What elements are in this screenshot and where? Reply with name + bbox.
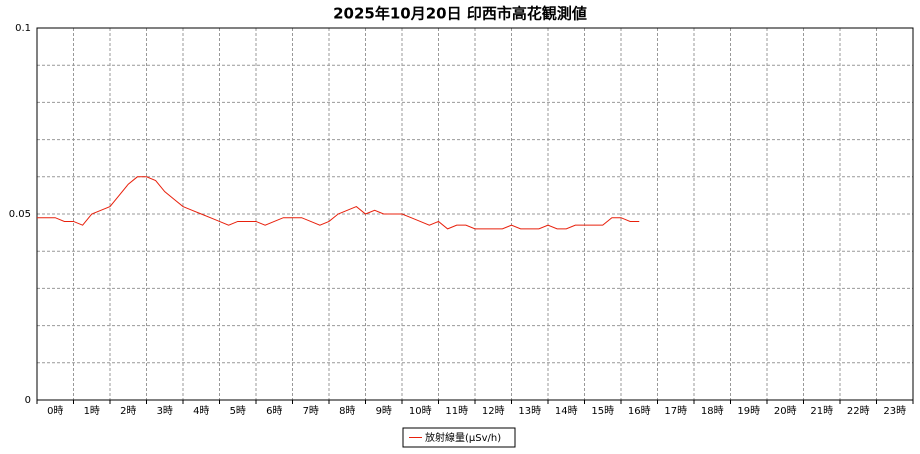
x-tick-label: 14時 bbox=[555, 405, 578, 417]
x-tick-label: 15時 bbox=[591, 405, 614, 417]
chart-title: 2025年10月20日 印西市高花観測値 bbox=[333, 5, 587, 23]
x-tick-label: 9時 bbox=[376, 405, 392, 417]
x-tick-label: 17時 bbox=[664, 405, 687, 417]
x-tick-label: 19時 bbox=[737, 405, 760, 417]
x-tick-label: 3時 bbox=[157, 405, 173, 417]
legend-box bbox=[402, 427, 516, 448]
x-tick-label: 23時 bbox=[883, 405, 906, 417]
x-tick-label: 12時 bbox=[482, 405, 505, 417]
x-tick-label: 6時 bbox=[266, 405, 282, 417]
x-tick-label: 0時 bbox=[47, 405, 63, 417]
x-tick-label: 7時 bbox=[303, 405, 319, 417]
x-tick-label: 10時 bbox=[409, 405, 432, 417]
x-tick-label: 11時 bbox=[445, 405, 468, 417]
data-line bbox=[37, 176, 640, 230]
x-tick-label: 2時 bbox=[120, 405, 136, 417]
x-tick-label: 13時 bbox=[518, 405, 541, 417]
plot-frame bbox=[36, 27, 914, 401]
y-tick-label: 0.1 bbox=[15, 23, 31, 34]
x-tick-label: 22時 bbox=[847, 405, 870, 417]
x-tick-label: 8時 bbox=[339, 405, 355, 417]
x-tick-label: 21時 bbox=[810, 405, 833, 417]
x-tick-label: 18時 bbox=[701, 405, 724, 417]
x-tick-label: 1時 bbox=[84, 405, 100, 417]
x-tick-label: 20時 bbox=[774, 405, 797, 417]
x-tick-label: 5時 bbox=[230, 405, 246, 417]
x-tick-label: 4時 bbox=[193, 405, 209, 417]
legend-label: 放射線量(μSv/h) bbox=[425, 431, 501, 444]
y-tick-label: 0.05 bbox=[9, 209, 31, 220]
x-tick-label: 16時 bbox=[628, 405, 651, 417]
y-tick-label: 0 bbox=[25, 395, 31, 406]
